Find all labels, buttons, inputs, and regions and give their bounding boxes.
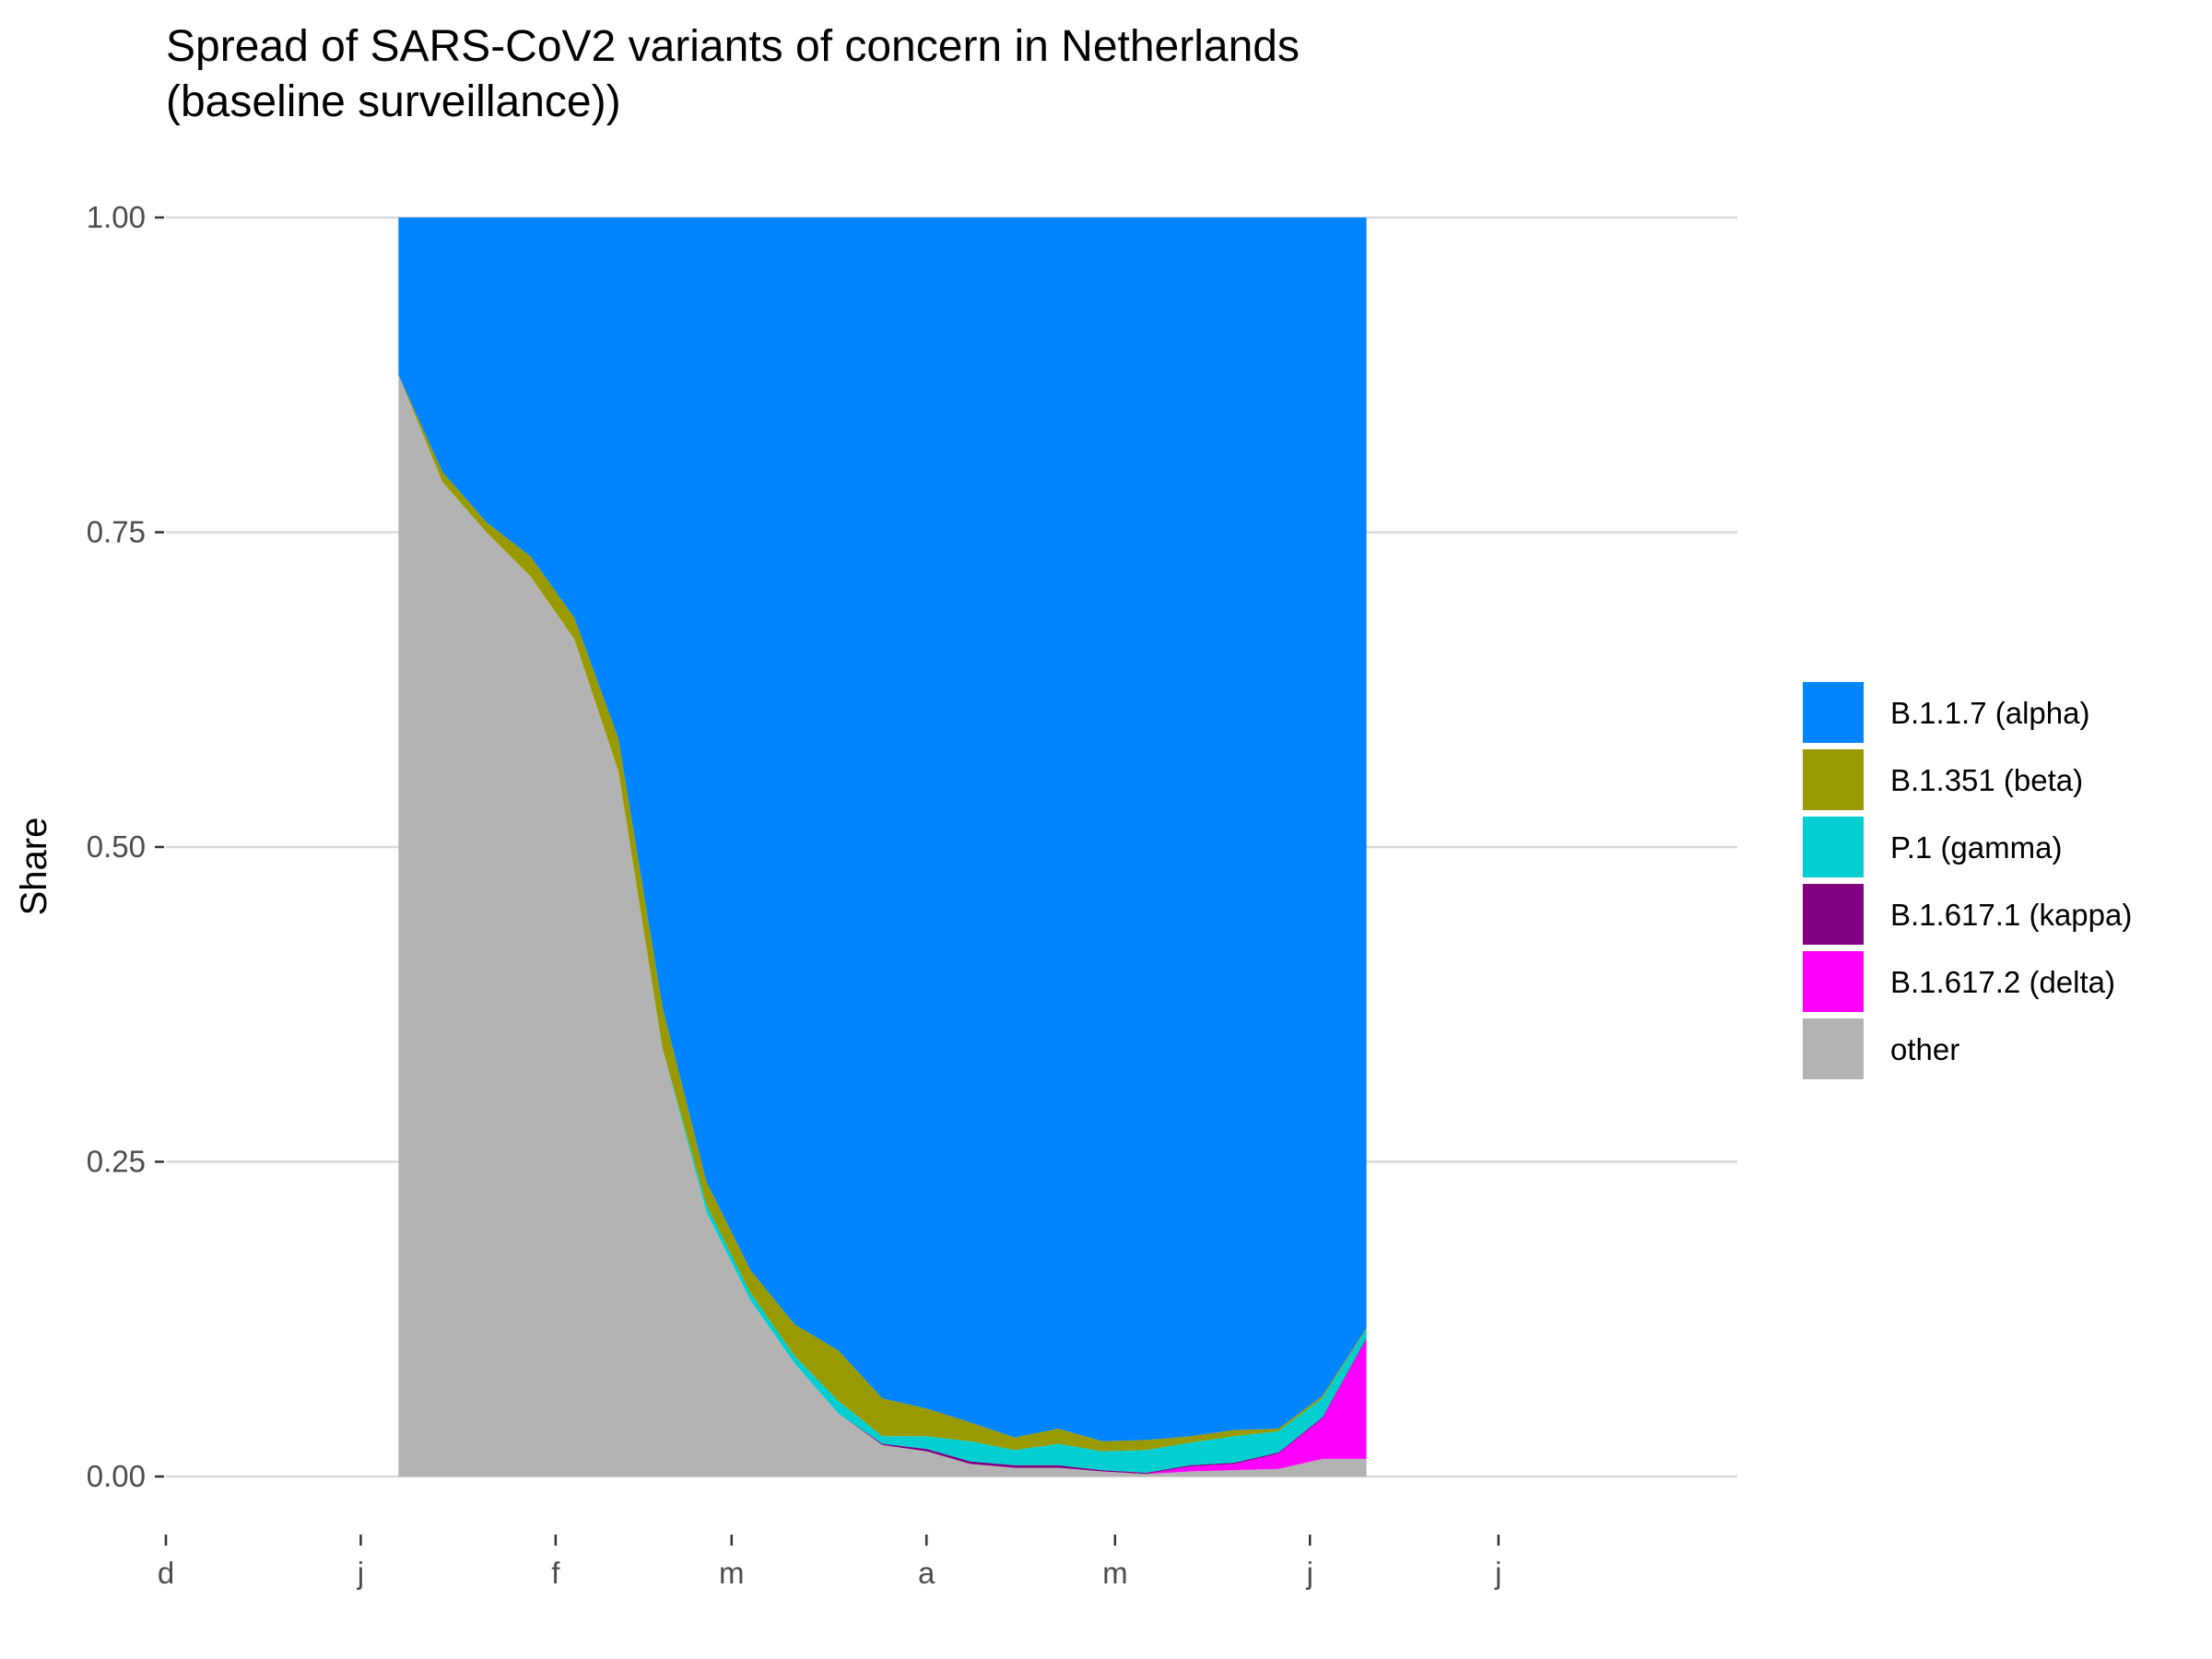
x-tick-label: f bbox=[551, 1556, 560, 1590]
y-tick-label: 1.00 bbox=[87, 200, 146, 234]
area-b-1-1-7-alpha bbox=[398, 218, 1367, 1441]
y-tick-label: 0.25 bbox=[87, 1145, 146, 1179]
legend-label-b-1-351-beta: B.1.351 (beta) bbox=[1890, 763, 2083, 797]
y-axis-title: Share bbox=[14, 818, 54, 916]
legend-label-b-1-1-7-alpha: B.1.1.7 (alpha) bbox=[1890, 696, 2089, 730]
x-tick-label: m bbox=[1102, 1556, 1128, 1590]
legend: B.1.1.7 (alpha) B.1.351 (beta) P.1 (gamma)… bbox=[1803, 682, 2132, 1079]
legend-key-b-1-617-2-delta bbox=[1803, 951, 1864, 1012]
area-series-group bbox=[398, 218, 1367, 1477]
x-tick-label: j bbox=[1494, 1556, 1501, 1590]
legend-key-other bbox=[1803, 1018, 1864, 1079]
x-tick-label: d bbox=[158, 1556, 174, 1590]
legend-label-p-1-gamma: P.1 (gamma) bbox=[1890, 830, 2062, 865]
x-tick-label: j bbox=[1306, 1556, 1313, 1590]
y-tick-label: 0.50 bbox=[87, 830, 146, 864]
legend-key-b-1-351-beta bbox=[1803, 749, 1864, 810]
area-other bbox=[398, 374, 1367, 1477]
legend-label-other: other bbox=[1890, 1032, 1959, 1066]
chart-title-line-2: (baseline surveillance)) bbox=[166, 77, 621, 126]
x-tick-label: a bbox=[918, 1556, 935, 1590]
legend-label-b-1-617-1-kappa: B.1.617.1 (kappa) bbox=[1890, 898, 2132, 932]
legend-key-b-1-617-1-kappa bbox=[1803, 884, 1864, 945]
legend-label-b-1-617-2-delta: B.1.617.2 (delta) bbox=[1890, 965, 2115, 999]
x-tick-label: j bbox=[357, 1556, 364, 1590]
chart-title-line-1: Spread of SARS-CoV2 variants of concern … bbox=[166, 22, 1300, 71]
y-tick-label: 0.75 bbox=[87, 515, 146, 549]
x-tick-label: m bbox=[719, 1556, 745, 1590]
legend-key-b-1-1-7-alpha bbox=[1803, 682, 1864, 743]
y-axis: 0.00 0.25 0.50 0.75 1.00 bbox=[87, 200, 164, 1493]
y-tick-label: 0.00 bbox=[87, 1459, 146, 1493]
legend-key-p-1-gamma bbox=[1803, 817, 1864, 877]
